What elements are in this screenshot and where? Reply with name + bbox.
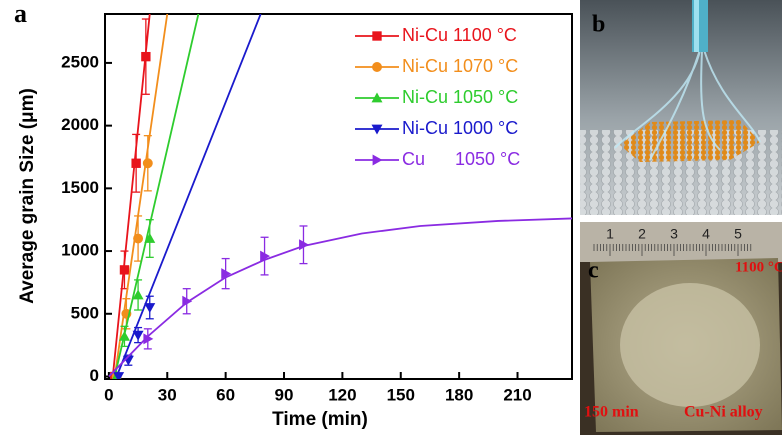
- marker: [372, 31, 381, 40]
- y-tick-label: 2500: [61, 52, 99, 71]
- y-tick-label: 1000: [61, 241, 99, 260]
- x-axis-label: Time (min): [272, 409, 368, 430]
- x-tick-label: 120: [328, 385, 356, 404]
- ruler-number: 5: [734, 226, 742, 242]
- y-tick-label: 0: [90, 366, 99, 385]
- panel-label: b: [592, 12, 605, 38]
- x-tick-label: 0: [104, 385, 113, 404]
- legend-label: Ni-Cu 1050 °C: [402, 87, 518, 107]
- fit-line: [115, 14, 199, 376]
- photo-text: Cu-Ni alloy: [684, 404, 763, 421]
- y-tick-label: 500: [71, 303, 99, 322]
- marker: [372, 62, 382, 72]
- fit-line: [117, 14, 261, 376]
- y-axis-label: Average grain Size (μm): [17, 88, 38, 304]
- marker: [144, 303, 155, 313]
- marker: [133, 331, 144, 341]
- x-tick-label: 150: [387, 385, 415, 404]
- fit-line: [115, 14, 168, 376]
- photo-text: 150 min: [584, 404, 639, 421]
- x-tick-label: 90: [275, 385, 294, 404]
- marker: [120, 265, 129, 274]
- panel-label: c: [588, 258, 599, 284]
- x-tick-label: 60: [216, 385, 235, 404]
- fit-line: [109, 218, 572, 376]
- marker: [373, 155, 383, 166]
- marker: [133, 234, 143, 244]
- ruler-number: 2: [638, 226, 646, 242]
- x-tick-label: 180: [445, 385, 473, 404]
- y-tick-label: 2000: [61, 115, 99, 134]
- x-tick-label: 210: [503, 385, 531, 404]
- ruler-number: 3: [670, 226, 678, 242]
- marker: [143, 158, 153, 168]
- marker: [141, 52, 150, 61]
- legend-label: Cu 1050 °C: [402, 149, 520, 169]
- marker: [131, 159, 140, 168]
- photo-b: b: [580, 0, 782, 215]
- legend-label: Ni-Cu 1000 °C: [402, 118, 518, 138]
- fit-line: [113, 14, 150, 376]
- x-tick-label: 30: [158, 385, 177, 404]
- legend-label: Ni-Cu 1070 °C: [402, 56, 518, 76]
- panel-label: a: [14, 0, 27, 28]
- legend-label: Ni-Cu 1100 °C: [402, 25, 517, 45]
- figure: b 12345 c 1100 °C 150 min Cu-Ni alloy a …: [0, 0, 782, 435]
- y-tick-label: 1500: [61, 178, 99, 197]
- ruler-number: 1: [606, 226, 614, 242]
- ruler-number: 4: [702, 226, 710, 242]
- photo-text: 1100 °C: [735, 259, 782, 275]
- photo-c: 1 2 3 4 5 c 1100 °C 150 min Cu-Ni alloy: [580, 222, 782, 435]
